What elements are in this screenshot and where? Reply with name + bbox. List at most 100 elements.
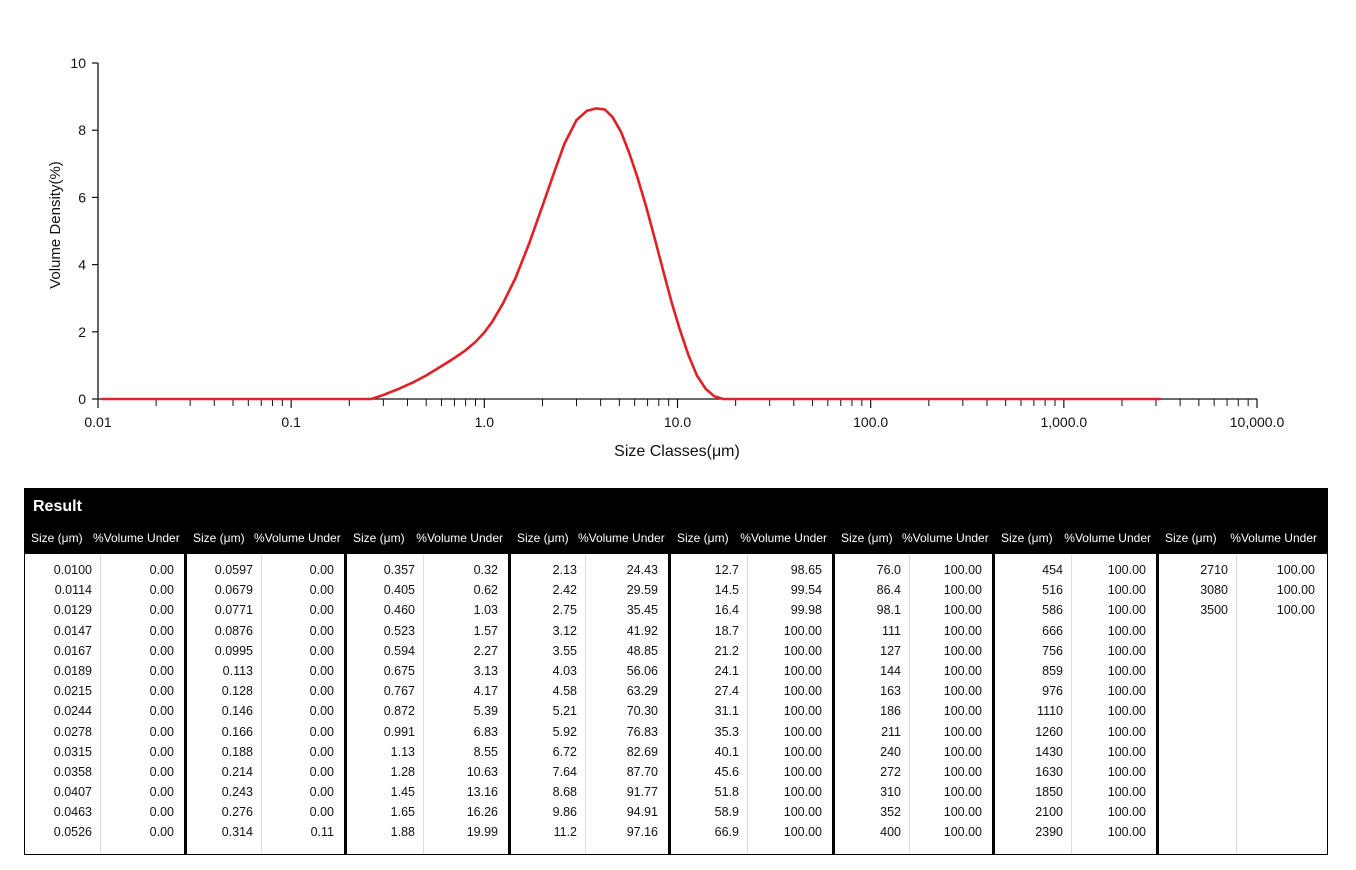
volume-under-column: 100.00 100.00 100.00 100.00 100.00 100.00 100.… <box>1072 554 1156 854</box>
size-cell: 2390 <box>1035 825 1063 840</box>
volume-under-cell: 3.13 <box>473 663 498 678</box>
x-tick-label: 10.0 <box>664 414 691 430</box>
size-cell: 0.0358 <box>53 764 92 779</box>
size-cell: 1630 <box>1035 764 1063 779</box>
volume-under-cell: 100.00 <box>943 684 982 699</box>
volume-under-cell: 100.00 <box>1107 744 1146 759</box>
size-cell: 0.128 <box>221 684 253 699</box>
size-cell: 5.21 <box>552 704 577 719</box>
size-column-header: Size (μm) <box>1001 531 1053 545</box>
y-tick-label: 10 <box>70 55 86 71</box>
volume-under-cell: 0.00 <box>149 563 174 577</box>
size-cell: 1.28 <box>390 764 415 779</box>
volume-under-cell: 0.00 <box>309 764 334 779</box>
volume-under-cell: 100.00 <box>1107 663 1146 678</box>
size-cell: 21.2 <box>714 643 739 658</box>
volume-under-column-header: %Volume Under <box>578 531 665 545</box>
size-cell: 8.68 <box>552 785 577 800</box>
volume-under-cell: 99.98 <box>790 603 822 618</box>
size-column: 0.0100 0.0114 0.0129 0.0147 0.0167 0.0189 0.02… <box>25 554 101 854</box>
size-cell: 27.4 <box>714 684 739 699</box>
size-cell: 0.0463 <box>53 805 92 820</box>
result-column-group: 76.0 86.4 98.1 111 127 144 163 186 211 240 272 310 3… <box>835 554 995 854</box>
volume-under-cell: 0.00 <box>149 785 174 800</box>
size-cell: 186 <box>880 704 901 719</box>
volume-under-cell: 70.30 <box>626 704 658 719</box>
size-cell: 11.2 <box>553 825 577 840</box>
y-tick-label: 0 <box>78 391 86 407</box>
volume-under-cell: 100.00 <box>783 825 822 840</box>
volume-under-cell: 100.00 <box>943 825 982 840</box>
volume-under-cell: 100.00 <box>1107 684 1146 699</box>
volume-under-cell: 100.00 <box>1107 603 1146 618</box>
size-cell: 1110 <box>1037 704 1063 719</box>
result-column-group: 2.13 2.42 2.75 3.12 3.55 4.03 4.58 5.21 5.92 6.72… <box>511 554 671 854</box>
volume-under-cell: 0.00 <box>149 643 174 658</box>
volume-under-cell: 0.00 <box>309 603 334 618</box>
y-tick-label: 6 <box>78 189 86 205</box>
size-cell: 0.0215 <box>53 684 92 699</box>
size-cell: 0.0189 <box>53 663 92 678</box>
size-cell: 1.13 <box>390 744 415 759</box>
volume-under-cell: 0.00 <box>149 744 174 759</box>
volume-under-cell: 94.91 <box>626 805 658 820</box>
size-cell: 0.243 <box>221 785 253 800</box>
size-cell: 2.13 <box>552 563 577 577</box>
size-cell: 98.1 <box>876 603 901 618</box>
volume-under-cell: 1.03 <box>473 603 498 618</box>
volume-under-cell: 98.65 <box>790 563 822 577</box>
volume-under-cell: 100.00 <box>783 785 822 800</box>
size-cell: 976 <box>1042 684 1063 699</box>
size-column-header: Size (μm) <box>677 531 729 545</box>
size-cell: 9.86 <box>552 805 577 820</box>
size-column-header: Size (μm) <box>841 531 893 545</box>
volume-under-cell: 0.00 <box>309 563 334 577</box>
size-cell: 2100 <box>1035 805 1063 820</box>
size-cell: 0.276 <box>221 805 253 820</box>
size-cell: 45.6 <box>714 764 739 779</box>
volume-under-cell: 0.00 <box>309 724 334 739</box>
size-column-header: Size (μm) <box>193 531 245 545</box>
result-header-group: Size (μm) %Volume Under <box>995 522 1159 554</box>
volume-under-cell: 100.00 <box>1107 563 1146 577</box>
volume-under-cell: 100.00 <box>783 643 822 658</box>
volume-under-cell: 6.83 <box>473 724 498 739</box>
size-cell: 144 <box>880 663 901 678</box>
size-column: 2710 3080 3500 <box>1159 554 1237 854</box>
x-axis-label: Size Classes(μm) <box>614 443 740 460</box>
volume-under-cell: 0.00 <box>309 704 334 719</box>
volume-under-cell: 0.00 <box>309 805 334 820</box>
size-cell: 7.64 <box>552 764 577 779</box>
size-cell: 12.7 <box>714 563 739 577</box>
volume-under-cell: 82.69 <box>626 744 658 759</box>
volume-under-cell: 100.00 <box>1107 825 1146 840</box>
volume-under-column: 0.00 0.00 0.00 0.00 0.00 0.00 0.00 0.00 0.00 0.00… <box>262 554 344 854</box>
size-column-header: Size (μm) <box>31 531 83 545</box>
size-cell: 0.314 <box>221 825 253 840</box>
size-cell: 0.0278 <box>53 724 92 739</box>
size-cell: 0.0147 <box>53 623 92 638</box>
volume-under-cell: 0.00 <box>149 764 174 779</box>
volume-under-column: 24.43 29.59 35.45 41.92 48.85 56.06 63.29 70.30… <box>586 554 668 854</box>
volume-under-cell: 100.00 <box>1276 563 1315 577</box>
volume-under-cell: 100.00 <box>783 663 822 678</box>
volume-under-cell: 100.00 <box>1107 623 1146 638</box>
volume-under-cell: 100.00 <box>943 583 982 598</box>
size-cell: 111 <box>881 623 901 638</box>
size-cell: 666 <box>1042 623 1063 638</box>
size-cell: 1430 <box>1035 744 1063 759</box>
size-cell: 6.72 <box>552 744 577 759</box>
size-cell: 51.8 <box>714 785 739 800</box>
series-layer <box>100 107 1162 401</box>
size-cell: 40.1 <box>714 744 739 759</box>
size-cell: 0.0995 <box>214 643 253 658</box>
size-column: 0.357 0.405 0.460 0.523 0.594 0.675 0.767 0.872… <box>347 554 424 854</box>
result-title: Result <box>25 489 1327 522</box>
volume-under-column-header: %Volume Under <box>254 531 341 545</box>
size-cell: 3.12 <box>552 623 577 638</box>
volume-under-cell: 24.43 <box>626 563 658 577</box>
volume-under-column: 100.00 100.00 100.00 100.00 100.00 100.00 100.… <box>910 554 992 854</box>
size-cell: 0.0526 <box>53 825 92 840</box>
result-column-group: 2710 3080 3500 100.00 100.00 100.00 <box>1159 554 1325 854</box>
volume-under-cell: 10.63 <box>466 764 498 779</box>
